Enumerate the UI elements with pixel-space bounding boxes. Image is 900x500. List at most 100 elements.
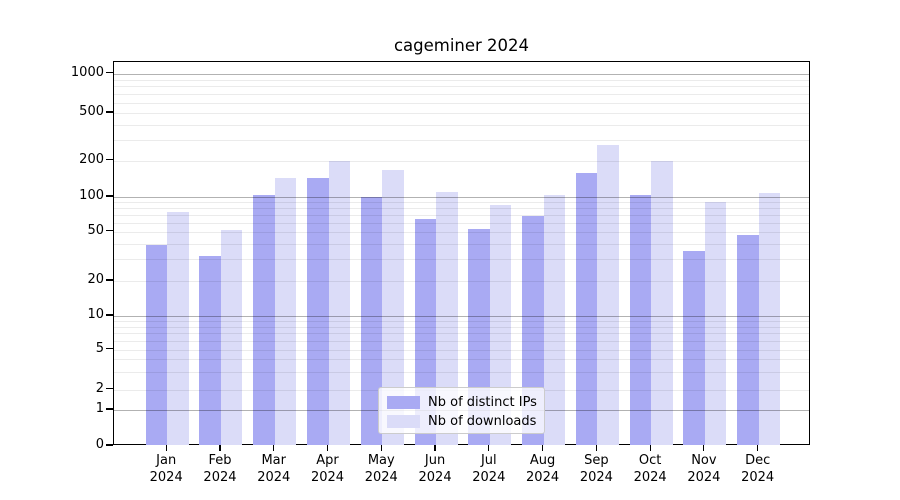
x-tick-mark-oct <box>649 445 651 451</box>
x-tick-year: 2024 <box>526 470 560 485</box>
x-tick-label-mar: Mar 2024 <box>242 452 306 486</box>
y-tick-mark-0 <box>106 444 113 446</box>
x-tick-label-jan: Jan 2024 <box>134 452 198 486</box>
x-tick-year: 2024 <box>579 470 613 485</box>
gridline-minor-4 <box>114 359 809 361</box>
bar-nb-of-distinct-ips-nov <box>683 250 705 445</box>
y-tick-label-50: 50 <box>87 222 104 238</box>
gridline-major-100 <box>114 197 809 198</box>
bar-nb-of-downloads-aug <box>543 194 566 445</box>
legend-item-distinct-ips: Nb of distinct IPs <box>387 394 544 411</box>
x-tick-month: Jun <box>424 453 446 468</box>
legend-label-distinct-ips: Nb of distinct IPs <box>428 395 537 410</box>
x-tick-year: 2024 <box>418 470 452 485</box>
y-tick-mark-2 <box>106 387 113 390</box>
x-tick-month: Sep <box>584 453 609 468</box>
bar-nb-of-distinct-ips-oct <box>629 195 652 445</box>
y-tick-mark-20 <box>106 279 113 281</box>
x-tick-year: 2024 <box>687 470 721 485</box>
x-tick-year: 2024 <box>741 470 775 485</box>
bar-nb-of-downloads-apr <box>328 161 350 445</box>
gridline-minor-50 <box>114 231 809 233</box>
y-tick-mark-200 <box>106 159 113 161</box>
bar-nb-of-distinct-ips-apr <box>307 177 329 445</box>
x-tick-month: Aug <box>529 453 556 468</box>
gridline-minor-30 <box>114 259 809 261</box>
gridline-minor-900 <box>114 79 809 81</box>
gridline-minor-700 <box>114 93 809 95</box>
x-tick-mark-sep <box>595 445 597 451</box>
bar-nb-of-downloads-may <box>382 170 404 445</box>
x-tick-mark-feb <box>219 445 221 451</box>
y-tick-label-500: 500 <box>79 104 104 119</box>
y-tick-label-200: 200 <box>79 151 104 167</box>
gridline-minor-80 <box>114 208 809 210</box>
x-tick-mark-may <box>380 445 382 451</box>
x-tick-month: Feb <box>208 453 232 468</box>
x-tick-month: Jul <box>480 453 497 468</box>
y-tick-mark-1000 <box>106 71 113 74</box>
legend-item-downloads: Nb of downloads <box>387 413 544 430</box>
gridline-minor-400 <box>114 124 809 126</box>
gridline-minor-20 <box>114 281 809 282</box>
y-tick-mark-50 <box>106 230 113 232</box>
x-tick-month: Mar <box>261 453 286 468</box>
gridline-minor-500 <box>114 113 809 114</box>
chart-title: cageminer 2024 <box>393 36 530 55</box>
y-tick-mark-1 <box>106 408 113 410</box>
legend-swatch-distinct-ips <box>387 396 420 409</box>
gridline-major-1000 <box>114 73 809 75</box>
y-tick-mark-100 <box>106 195 113 197</box>
gridline-minor-200 <box>114 160 809 162</box>
x-tick-year: 2024 <box>364 470 398 485</box>
bar-nb-of-distinct-ips-dec <box>737 235 759 445</box>
x-tick-label-aug: Aug 2024 <box>511 452 575 486</box>
x-tick-label-may: May 2024 <box>349 452 413 486</box>
gridline-minor-600 <box>114 102 809 104</box>
x-tick-label-feb: Feb 2024 <box>188 452 252 486</box>
bar-nb-of-downloads-nov <box>704 201 727 445</box>
x-tick-year: 2024 <box>149 470 183 485</box>
x-tick-mark-apr <box>326 445 329 451</box>
x-tick-mark-jul <box>488 445 490 451</box>
bar-nb-of-distinct-ips-sep <box>575 172 598 445</box>
gridline-minor-800 <box>114 86 809 88</box>
x-tick-mark-mar <box>273 445 275 451</box>
x-tick-label-jun: Jun 2024 <box>403 452 467 486</box>
gridline-minor-9 <box>114 321 809 323</box>
x-tick-mark-aug <box>541 445 544 451</box>
gridline-minor-3 <box>114 371 809 373</box>
y-tick-label-1000: 1000 <box>70 64 104 80</box>
x-tick-label-jul: Jul 2024 <box>457 452 521 486</box>
x-tick-label-dec: Dec 2024 <box>726 452 790 486</box>
x-tick-mark-dec <box>757 445 759 451</box>
x-tick-mark-jun <box>434 445 436 451</box>
x-tick-label-nov: Nov 2024 <box>672 452 736 486</box>
x-tick-year: 2024 <box>257 470 291 485</box>
y-tick-mark-5 <box>106 347 113 350</box>
plot-area <box>113 61 810 445</box>
bar-nb-of-downloads-feb <box>220 229 243 445</box>
x-tick-year: 2024 <box>203 470 237 485</box>
gridline-minor-8 <box>114 326 809 328</box>
y-tick-mark-10 <box>106 314 113 316</box>
bar-nb-of-distinct-ips-may <box>360 197 383 445</box>
bar-nb-of-distinct-ips-feb <box>199 255 221 445</box>
bar-nb-of-downloads-sep <box>597 145 619 445</box>
y-tick-mark-500 <box>106 111 113 113</box>
x-tick-month: Nov <box>691 453 717 468</box>
gridline-minor-300 <box>114 139 809 141</box>
x-tick-month: Jan <box>156 453 177 468</box>
x-tick-month: Apr <box>316 453 339 468</box>
y-tick-label-100: 100 <box>79 188 104 203</box>
y-tick-label-20: 20 <box>87 272 104 287</box>
x-tick-label-sep: Sep 2024 <box>564 452 628 486</box>
bar-nb-of-downloads-jun <box>436 191 458 445</box>
gridline-minor-5 <box>114 349 809 351</box>
y-tick-label-1: 1 <box>95 401 104 416</box>
gridline-minor-90 <box>114 202 809 204</box>
y-tick-label-0: 0 <box>95 437 104 452</box>
gridline-minor-60 <box>114 222 809 224</box>
legend-label-downloads: Nb of downloads <box>428 414 537 429</box>
